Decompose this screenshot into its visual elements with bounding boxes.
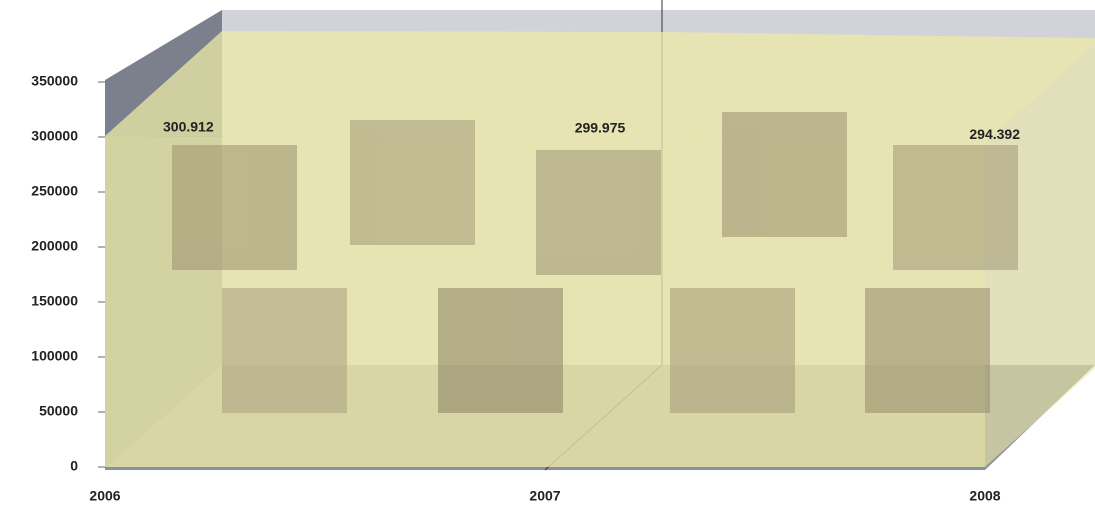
y-tick-label: 0 <box>70 458 78 474</box>
photo <box>222 288 347 413</box>
photo <box>865 288 990 413</box>
photo <box>722 112 847 237</box>
y-tick-label: 100000 <box>31 348 78 364</box>
y-tick-label: 250000 <box>31 183 78 199</box>
y-tick-label: 50000 <box>39 403 78 419</box>
y-tick-label: 350000 <box>31 73 78 89</box>
area-top <box>105 30 1095 144</box>
y-tick-label: 150000 <box>31 293 78 309</box>
photo <box>670 288 795 413</box>
photo <box>350 120 475 245</box>
x-tick-label: 2008 <box>969 488 1000 504</box>
y-tick-label: 200000 <box>31 238 78 254</box>
photo <box>172 145 297 270</box>
x-tick-label: 2006 <box>89 488 120 504</box>
photo-collage <box>172 112 1018 413</box>
data-label: 294.392 <box>969 126 1020 142</box>
photo <box>536 150 661 275</box>
data-label: 299.975 <box>575 120 626 136</box>
y-tick-label: 300000 <box>31 128 78 144</box>
x-tick-label: 2007 <box>529 488 560 504</box>
photo <box>438 288 563 413</box>
data-label: 300.912 <box>163 119 214 135</box>
photo <box>893 145 1018 270</box>
